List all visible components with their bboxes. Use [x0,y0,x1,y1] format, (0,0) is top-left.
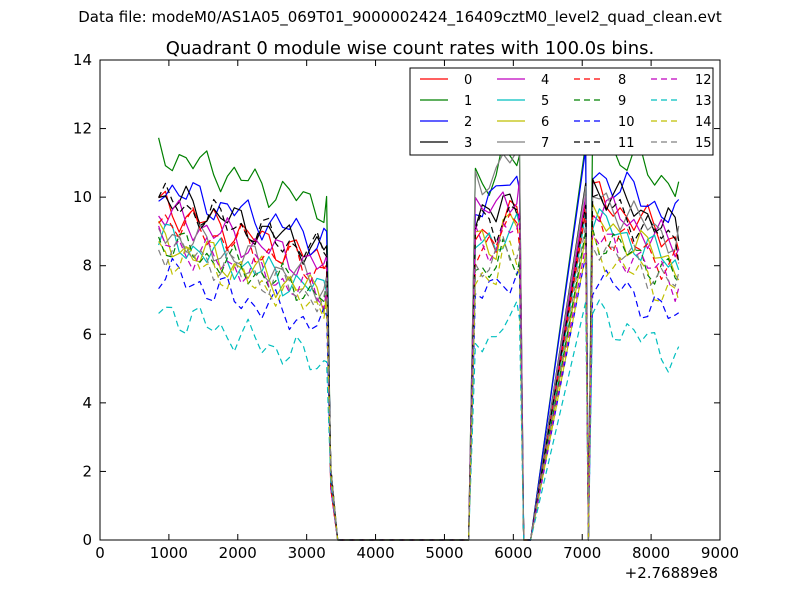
plot-frame [99,59,721,541]
x-tick-label: 5000 [425,544,463,562]
x-tick-label: 1000 [150,544,188,562]
x-tick-label: 6000 [494,544,532,562]
legend-label-13: 13 [695,94,712,109]
legend-label-5: 5 [541,94,549,109]
y-tick-label: 14 [73,51,92,69]
y-tick-label: 8 [82,257,92,275]
x-tick-label: 9000 [701,544,739,562]
y-tick-label: 10 [73,188,92,206]
x-offset-label: +2.76889e8 [625,564,718,582]
series-line-10 [158,254,680,541]
x-tick-label: 4000 [356,544,394,562]
legend-label-0: 0 [464,73,472,88]
legend-label-12: 12 [695,73,712,88]
chart-title: Quadrant 0 module wise count rates with … [166,38,655,59]
axes: 0 1000 2000 3000 4000 5000 6000 7000 8000 9000 0 2 4… [73,51,739,562]
legend-label-10: 10 [618,115,635,130]
legend-label-8: 8 [618,73,626,88]
y-tick-label: 6 [82,325,92,343]
legend-label-3: 3 [464,136,472,151]
series-line-1 [158,128,680,541]
series-line-3 [158,178,680,541]
legend-label-15: 15 [695,136,712,151]
x-tick-label: 2000 [219,544,257,562]
series-line-13 [158,299,680,541]
figure-suptitle: Data file: modeM0/AS1A05_069T01_90000024… [78,8,722,26]
plot-area [158,128,680,541]
legend-box [409,67,714,156]
legend-label-7: 7 [541,136,549,151]
y-tick-label: 0 [82,531,92,549]
series-line-11 [158,182,680,541]
x-tick-label: 8000 [632,544,670,562]
legend-label-9: 9 [618,94,626,109]
legend-label-6: 6 [541,115,549,130]
y-tick-label: 12 [73,120,92,138]
series-line-6 [158,203,680,541]
legend-label-14: 14 [695,115,712,130]
legend-label-11: 11 [618,136,635,151]
series-line-12 [158,210,680,541]
legend-label-4: 4 [541,73,549,88]
series-line-14 [158,231,680,541]
legend-label-2: 2 [464,115,472,130]
legend-label-1: 1 [464,94,472,109]
x-tick-label: 0 [95,544,105,562]
x-tick-label: 3000 [288,544,326,562]
y-tick-label: 4 [82,394,92,412]
x-tick-label: 7000 [563,544,601,562]
y-tick-label: 2 [82,462,92,480]
